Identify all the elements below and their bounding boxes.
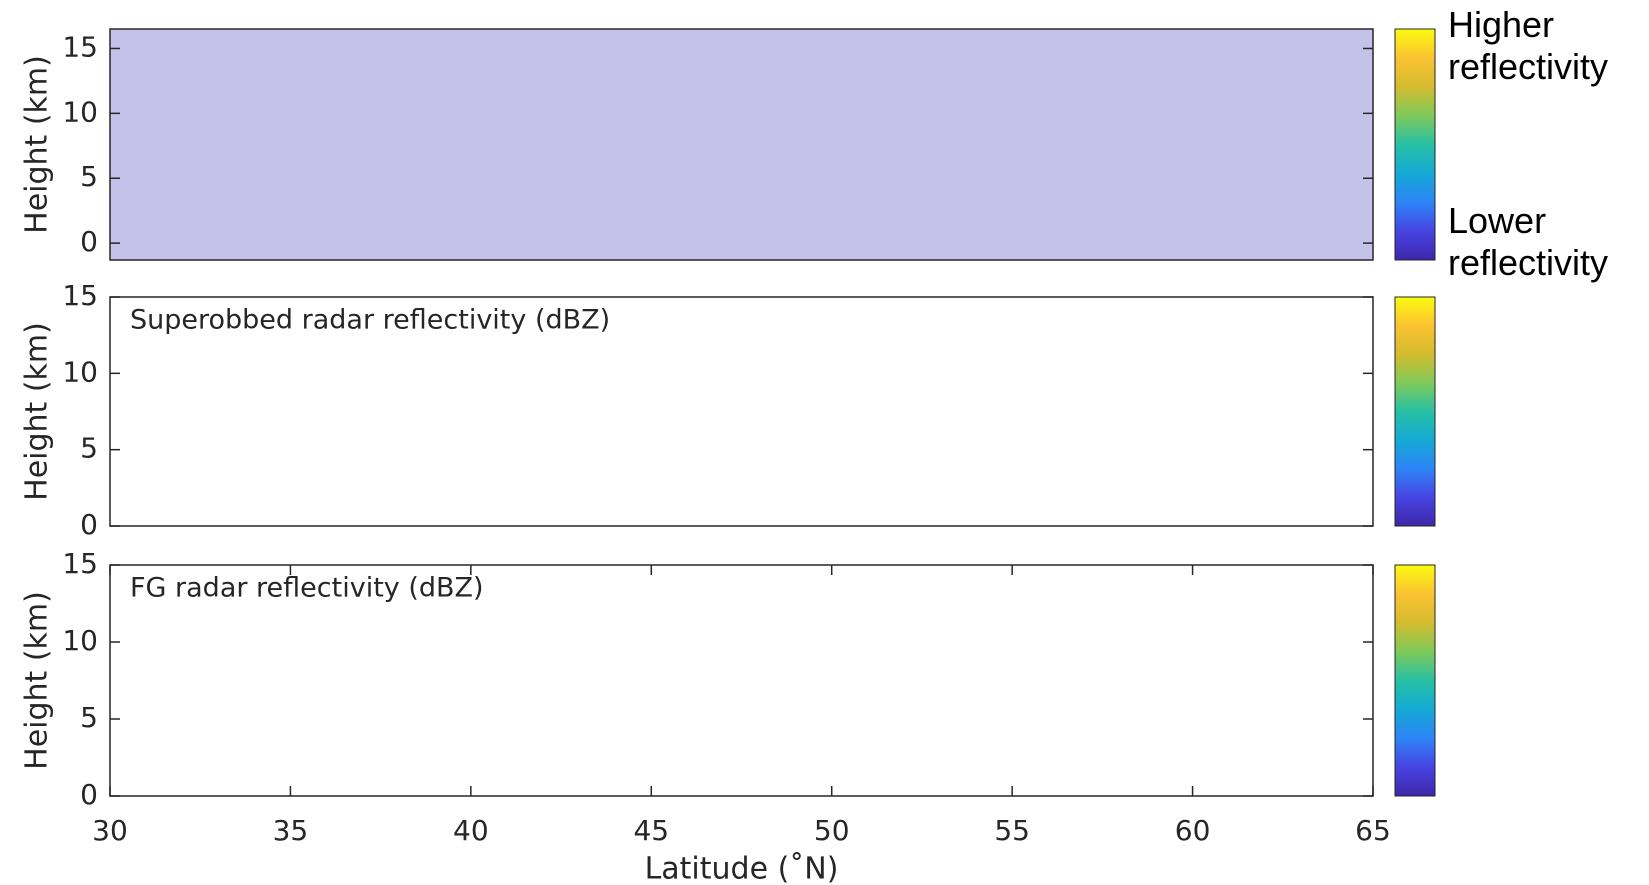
y-axis-label: Height (km) [20, 591, 55, 770]
plot-area [109, 28, 1374, 261]
y-tick-label: 5 [80, 160, 98, 193]
y-tick-label: 0 [80, 225, 98, 258]
x-tick-label: 45 [633, 814, 669, 847]
x-tick-label: 50 [814, 814, 850, 847]
colorbar-low-label: Lower reflectivity [1448, 200, 1609, 283]
panel-title: Superobbed radar reflectivity (dBZ) [130, 305, 610, 336]
plot-area [109, 564, 1374, 797]
x-tick-label: 30 [92, 814, 128, 847]
y-axis-label: Height (km) [20, 55, 55, 234]
x-axis-label: Latitude (˚N) [645, 852, 839, 885]
y-tick-label: 0 [80, 508, 98, 541]
x-tick-label: 40 [453, 814, 489, 847]
colorbar-high-label: Higher reflectivity [1448, 4, 1609, 87]
x-tick-label: 55 [994, 814, 1030, 847]
y-tick-label: 15 [62, 279, 98, 312]
x-tick-label: 60 [1175, 814, 1211, 847]
colorbar [1394, 28, 1436, 261]
y-tick-label: 10 [62, 624, 98, 657]
plot-area [109, 296, 1374, 527]
y-tick-label: 5 [80, 432, 98, 465]
y-tick-label: 5 [80, 701, 98, 734]
y-axis-label: Height (km) [20, 322, 55, 501]
panel-title: FG radar reflectivity (dBZ) [130, 573, 484, 604]
y-tick-label: 10 [62, 355, 98, 388]
colorbar [1394, 296, 1436, 527]
x-tick-label: 35 [273, 814, 309, 847]
colorbar [1394, 564, 1436, 797]
x-tick-label: 65 [1355, 814, 1391, 847]
y-tick-label: 15 [62, 30, 98, 63]
y-tick-label: 0 [80, 778, 98, 811]
y-tick-label: 15 [62, 547, 98, 580]
y-tick-label: 10 [62, 95, 98, 128]
